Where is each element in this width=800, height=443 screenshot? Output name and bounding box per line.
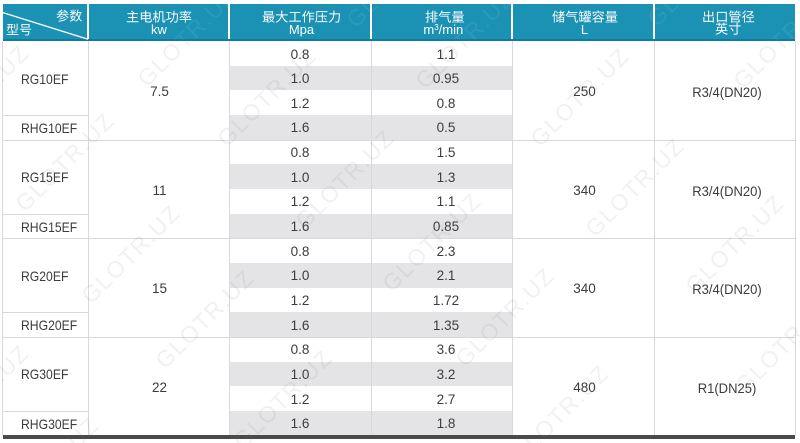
svg-text:GLOTR.UZ: GLOTR.UZ <box>525 42 634 151</box>
svg-text:GLOTR.UZ: GLOTR.UZ <box>0 39 34 148</box>
svg-text:GLOTR.UZ: GLOTR.UZ <box>10 107 119 216</box>
svg-text:GLOTR.UZ: GLOTR.UZ <box>0 339 34 443</box>
svg-text:GLOTR.UZ: GLOTR.UZ <box>505 359 614 443</box>
svg-text:GLOTR.UZ: GLOTR.UZ <box>76 199 185 308</box>
svg-text:GLOTR.UZ: GLOTR.UZ <box>642 0 751 32</box>
svg-text:GLOTR.UZ: GLOTR.UZ <box>0 411 104 443</box>
svg-text:GLOTR.UZ: GLOTR.UZ <box>730 289 800 398</box>
svg-text:GLOTR.UZ: GLOTR.UZ <box>341 0 450 33</box>
svg-text:GLOTR.UZ: GLOTR.UZ <box>150 264 259 373</box>
svg-text:GLOTR.UZ: GLOTR.UZ <box>290 124 399 233</box>
svg-text:GLOTR.UZ: GLOTR.UZ <box>680 189 789 298</box>
svg-text:GLOTR.UZ: GLOTR.UZ <box>228 344 337 443</box>
svg-text:GLOTR.UZ: GLOTR.UZ <box>450 262 559 371</box>
svg-text:GLOTR.UZ: GLOTR.UZ <box>377 187 486 296</box>
svg-text:GLOTR.UZ: GLOTR.UZ <box>580 132 689 241</box>
svg-text:GLOTR.UZ: GLOTR.UZ <box>212 42 321 151</box>
